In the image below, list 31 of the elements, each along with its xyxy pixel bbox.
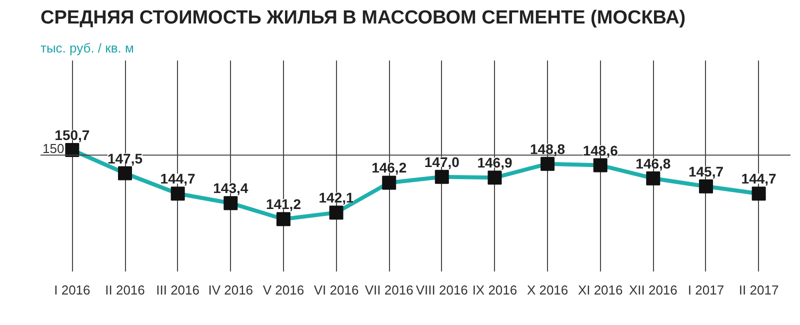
data-label: 148,6: [582, 142, 618, 158]
data-label: 144,7: [741, 170, 777, 187]
data-label: 146,2: [372, 160, 407, 176]
x-tick-label: IX 2016: [472, 282, 518, 298]
x-tick-label: II 2016: [105, 282, 145, 298]
data-label: 146,9: [477, 154, 512, 171]
x-tick-label: VI 2016: [314, 282, 359, 298]
data-label: 148,8: [530, 140, 566, 157]
data-label: 147,5: [107, 150, 143, 166]
x-tick-label: III 2016: [156, 282, 200, 298]
x-tick-label: VII 2016: [364, 282, 414, 298]
data-label: 144,7: [160, 170, 196, 187]
x-tick-label: VIII 2016: [416, 282, 468, 298]
data-label: 147,0: [424, 154, 460, 170]
x-tick-label: XII 2016: [628, 282, 678, 298]
chart-title: СРЕДНЯЯ СТОИМОСТЬ ЖИЛЬЯ В МАССОВОМ СЕГМЕНТЕ (МОСКВА): [40, 8, 686, 28]
data-label: 142,1: [318, 190, 354, 206]
x-tick-label: V 2016: [262, 282, 304, 298]
x-tick-label: IV 2016: [208, 282, 254, 298]
ref-line-label: 150: [42, 141, 64, 156]
x-tick-label: X 2016: [526, 282, 568, 298]
data-label: 150,7: [54, 126, 90, 143]
data-label: 146,8: [636, 155, 671, 172]
chart-subtitle: тыс. руб. / кв. м: [40, 40, 134, 56]
data-label: 145,7: [688, 163, 724, 180]
x-tick-label: I 2017: [688, 282, 724, 298]
x-tick-label: II 2017: [738, 282, 779, 298]
data-label: 143,4: [213, 180, 248, 196]
x-tick-label: I 2016: [54, 282, 90, 298]
data-label: 141,2: [266, 196, 302, 212]
x-tick-label: XI 2016: [578, 282, 623, 298]
